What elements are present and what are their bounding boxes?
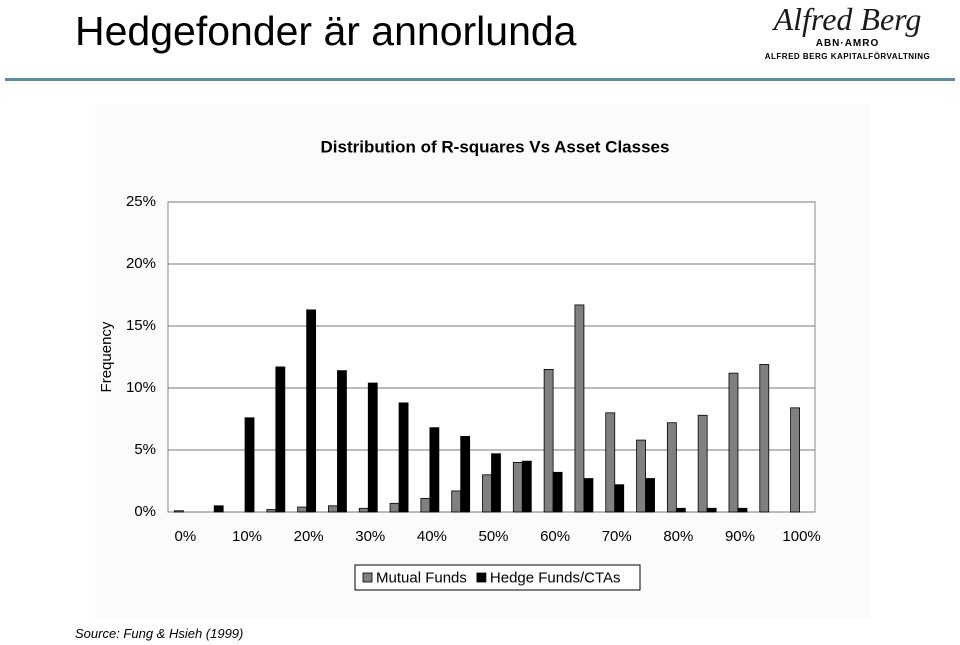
bar [213,505,224,513]
bar [737,507,748,513]
x-tick-label: 80% [663,528,693,545]
bar [697,414,708,513]
bar [367,382,378,513]
bar [244,417,255,513]
bar [460,435,471,513]
bar [429,427,440,513]
bar [491,453,501,513]
source-note: Source: Fung & Hsieh (1999) [75,626,244,641]
x-tick-label: 30% [355,528,385,545]
bar [420,497,431,513]
bar [790,407,800,513]
logo-name: Alfred Berg [773,1,922,37]
y-axis-label: Frequency [98,321,115,392]
bar [574,304,585,513]
bar [543,368,554,513]
bar [297,506,308,513]
x-tick-label: 90% [725,528,755,545]
x-tick-label: 0% [175,528,197,545]
legend-swatch [362,572,373,583]
bar [675,507,686,513]
bar [174,510,184,513]
x-tick-label: 10% [232,528,262,545]
bar [645,478,655,513]
bar [614,484,625,513]
bar [275,366,286,513]
bar [583,478,594,513]
x-tick-label: 20% [294,528,324,545]
x-tick-label: 50% [478,528,508,545]
y-tick-label: 10% [126,379,156,396]
legend-box [354,564,641,591]
logo-bank: ABN·AMRO [815,38,880,49]
logo: Alfred Berg ABN·AMRO ALFRED BERG KAPITAL… [745,0,950,70]
chart-title: Distribution of R-squares Vs Asset Class… [321,137,670,156]
bar [266,509,277,513]
x-tick-label: 70% [602,528,632,545]
legend-label: Hedge Funds/CTAs [490,569,621,586]
bar [521,460,532,513]
bar [389,502,400,513]
slide-title: Hedgefonder är annorlunda [75,8,577,54]
bar [482,474,492,513]
bar [306,309,317,513]
bar [328,505,338,513]
bar [706,507,717,513]
bar [605,412,616,513]
y-tick-label: 0% [134,503,156,520]
bar [552,471,563,513]
legend-label: Mutual Funds [376,569,467,586]
bar [398,402,409,513]
x-tick-label: 100% [782,528,820,545]
bar [451,490,462,513]
bar [337,370,347,513]
logo-company: ALFRED BERG KAPITALFÖRVALTNING [764,52,931,61]
y-tick-label: 25% [126,193,156,210]
header-rule [5,78,955,81]
bar [759,364,770,513]
bar [728,372,739,513]
bar [636,439,646,513]
y-tick-label: 20% [126,255,156,272]
legend-swatch [476,572,487,583]
bar [512,461,523,513]
x-tick-label: 40% [417,528,447,545]
x-tick-label: 60% [540,528,570,545]
bar [666,422,677,513]
bar [358,507,369,513]
y-tick-label: 15% [126,317,156,334]
y-tick-label: 5% [134,441,156,458]
